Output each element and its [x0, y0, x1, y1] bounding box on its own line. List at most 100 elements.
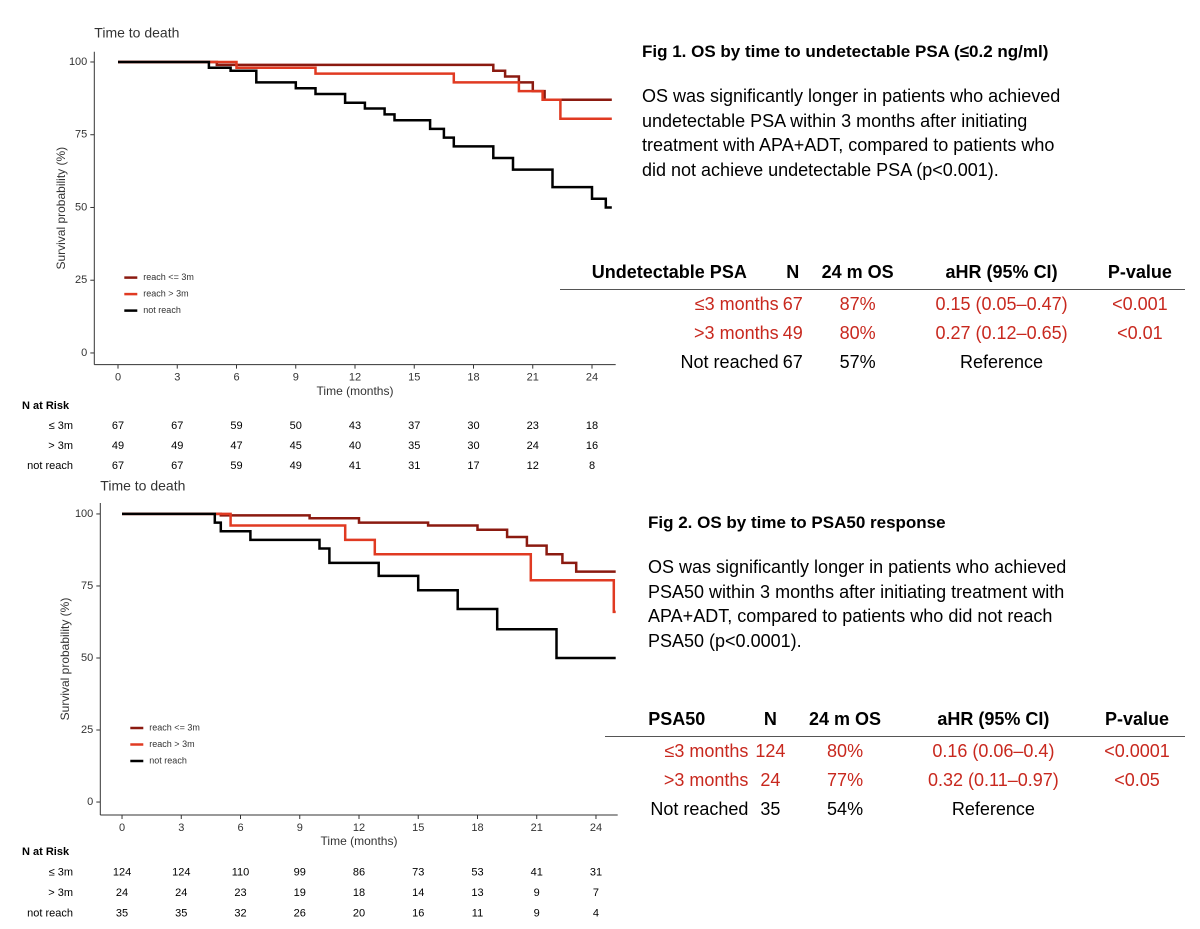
table-row: >3 months 24 77% 0.32 (0.11–0.97) <0.05: [605, 766, 1185, 795]
legend-label: reach <= 3m: [143, 272, 194, 282]
legend-label: not reach: [143, 305, 181, 315]
x-tick-label: 21: [527, 372, 539, 384]
column-header: Undetectable PSA: [560, 262, 779, 290]
column-header: P-value: [1089, 709, 1185, 737]
text-line: OS was significantly longer in patients …: [642, 86, 1061, 106]
y-tick-label: 100: [69, 56, 87, 68]
risk-count: 17: [467, 460, 479, 472]
table-cell: 49: [782, 323, 803, 343]
risk-count: 35: [175, 907, 187, 919]
x-tick-label: 18: [467, 372, 479, 384]
x-tick-label: 0: [115, 372, 121, 384]
table-cell: >3 months: [663, 770, 749, 790]
risk-count: 49: [171, 440, 183, 452]
x-tick-label: 3: [178, 822, 184, 834]
legend-label: reach > 3m: [143, 288, 188, 298]
risk-row-label: > 3m: [48, 440, 73, 452]
column-header: aHR (95% CI): [908, 262, 1095, 290]
table-row: Not reached 35 54% Reference: [605, 795, 1185, 824]
risk-count: 49: [290, 460, 302, 472]
risk-count: 35: [116, 907, 128, 919]
table-cell: 0.32 (0.11–0.97): [928, 770, 1059, 790]
x-tick-label: 21: [531, 822, 543, 834]
column-header: N: [748, 709, 793, 737]
column-header: P-value: [1094, 262, 1185, 290]
table: Undetectable PSA N 24 m OS aHR (95% CI) P-va…: [560, 262, 1185, 377]
x-tick-label: 9: [293, 372, 299, 384]
table-cell: <0.001: [1112, 294, 1168, 314]
risk-count: 14: [412, 887, 424, 899]
risk-count: 19: [294, 887, 306, 899]
risk-count: 18: [353, 887, 365, 899]
caption: Fig 1. OS by time to undetectable PSA (≤…: [642, 42, 1049, 61]
y-tick-label: 75: [75, 129, 87, 141]
risk-count: 12: [527, 460, 539, 472]
table-cell: 0.15 (0.05–0.47): [935, 294, 1068, 314]
risk-count: 9: [534, 887, 540, 899]
risk-count: 41: [531, 866, 543, 878]
table-cell: <0.0001: [1104, 741, 1170, 761]
y-tick-label: 100: [75, 508, 93, 520]
risk-count: 53: [471, 866, 483, 878]
table-cell: 54%: [827, 799, 864, 819]
survival-curve: [118, 60, 612, 120]
table-cell: 0.27 (0.12–0.65): [935, 323, 1068, 343]
table-cell: [1095, 348, 1185, 377]
risk-count: 20: [353, 907, 365, 919]
x-tick-label: 6: [237, 822, 243, 834]
header-row: Undetectable PSA N 24 m OS aHR (95% CI) P-va…: [560, 262, 1185, 290]
risk-count: 45: [290, 440, 302, 452]
table-cell: 87%: [839, 294, 876, 314]
text-line: OS was significantly longer in patients …: [648, 557, 1067, 577]
text-line: APA+ADT, compared to patients who did no…: [648, 606, 1053, 626]
y-axis-label: Survival probability (%): [54, 147, 68, 270]
survival-curve: [118, 60, 612, 209]
risk-count: 18: [586, 420, 598, 432]
table-cell: 35: [760, 799, 781, 819]
risk-count: 110: [232, 866, 250, 878]
risk-count: 7: [593, 887, 599, 899]
x-tick-label: 6: [233, 372, 239, 384]
risk-row-label: not reach: [27, 907, 73, 919]
column-header: aHR (95% CI): [897, 709, 1090, 737]
table-cell: ≤3 months: [694, 294, 779, 314]
risk-count: 30: [467, 420, 479, 432]
x-tick-label: 15: [412, 822, 424, 834]
y-tick-label: 50: [81, 652, 93, 664]
column-header: N: [778, 262, 807, 290]
risk-count: 67: [112, 420, 124, 432]
table-row: Not reached 67 57% Reference: [560, 348, 1185, 377]
risk-count: 50: [290, 420, 302, 432]
risk-count: 67: [171, 420, 183, 432]
risk-count: 124: [113, 866, 131, 878]
table-cell: 124: [755, 741, 786, 761]
risk-count: 26: [294, 907, 306, 919]
x-tick-label: 9: [297, 822, 303, 834]
risk-count: 30: [467, 440, 479, 452]
paragraph: OS was significantly longer in patients …: [642, 84, 1060, 182]
caption: Fig 2. OS by time to PSA50 response: [648, 513, 946, 532]
risk-count: 124: [172, 866, 190, 878]
risk-count: 9: [534, 907, 540, 919]
risk-count: 59: [230, 460, 242, 472]
figure-1-text: Fig 1. OS by time to undetectable PSA (≤…: [642, 42, 1060, 182]
chart-title: Time to death: [94, 25, 179, 41]
risk-count: 73: [412, 866, 424, 878]
survival-curve: [122, 512, 616, 614]
table-row: ≤3 months 124 80% 0.16 (0.06–0.4) <0.0001: [605, 737, 1185, 767]
x-tick-label: 18: [471, 822, 483, 834]
risk-count: 16: [412, 907, 424, 919]
text-line: PSA50 (p<0.0001).: [648, 630, 802, 651]
chart-title: Time to death: [100, 478, 185, 494]
paragraph: OS was significantly longer in patients …: [648, 555, 1066, 653]
table-cell: ≤3 months: [664, 741, 749, 761]
table-cell: Not reached: [680, 352, 779, 372]
risk-table-title: N at Risk: [22, 400, 70, 412]
risk-count: 24: [175, 887, 187, 899]
table-cell: Reference: [960, 352, 1044, 372]
table-row: >3 months 49 80% 0.27 (0.12–0.65) <0.01: [560, 319, 1185, 348]
survival-curve: [118, 60, 612, 102]
risk-row-label: ≤ 3m: [49, 420, 73, 432]
table-cell: 67: [782, 352, 803, 372]
